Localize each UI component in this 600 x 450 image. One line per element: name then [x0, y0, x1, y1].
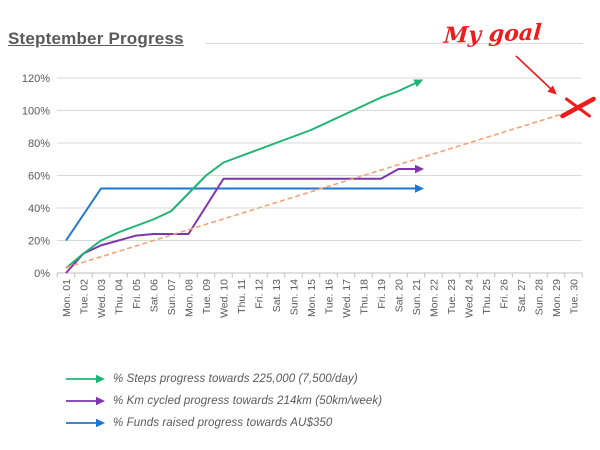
goal-pace-dashed-line: [65, 109, 574, 269]
x-axis-label: Fri. 05: [131, 279, 143, 309]
series-line: [65, 168, 416, 274]
x-axis-label: Sat. 20: [394, 279, 406, 312]
x-axis-label: Fri. 26: [499, 279, 511, 309]
x-axis-label: Mon. 08: [184, 279, 196, 317]
chart-legend: % Steps progress towards 225,000 (7,500/…: [64, 368, 382, 434]
x-axis-label: Wed. 03: [96, 279, 108, 318]
legend-arrow-marker: [66, 374, 105, 384]
x-axis-label: Thu. 18: [359, 279, 371, 315]
legend-item: % Funds raised progress towards AU$350: [64, 412, 382, 434]
y-axis-label: 40%: [28, 203, 50, 215]
x-axis-label: Thu. 25: [481, 279, 493, 315]
x-axis-label: Fri. 19: [376, 279, 388, 309]
x-axis-label: Sun. 21: [411, 279, 423, 315]
legend-label: % Steps progress towards 225,000 (7,500/…: [113, 373, 358, 385]
x-axis-label: Mon. 22: [429, 279, 441, 317]
legend-arrowhead: [96, 418, 105, 428]
series-arrowhead: [415, 164, 424, 174]
legend-label: % Funds raised progress towards AU$350: [113, 417, 333, 429]
goal-arrowhead: [547, 85, 557, 95]
legend-label: % Km cycled progress towards 214km (50km…: [113, 395, 383, 407]
series-arrowhead: [413, 79, 424, 88]
series-line: [65, 81, 417, 269]
series-line: [65, 187, 416, 242]
goal-x-marker-stroke: [565, 97, 591, 118]
x-axis-label: Tue. 30: [569, 279, 581, 314]
legend-arrowhead: [96, 396, 105, 406]
x-axis-label: Tue. 23: [446, 279, 458, 314]
goal-annotation-text: My goal: [442, 19, 543, 49]
x-axis-label: Wed. 24: [464, 279, 476, 318]
x-axis-label: Mon. 01: [61, 279, 73, 317]
title-rule: [206, 43, 583, 44]
x-axis-label: Thu. 11: [236, 279, 248, 314]
y-axis-label: 100%: [22, 106, 50, 118]
legend-arrow-marker: [66, 418, 105, 428]
x-axis-label: Thu. 04: [114, 279, 126, 315]
y-axis-label: 20%: [28, 236, 50, 248]
x-axis-label: Sat. 13: [271, 279, 283, 312]
legend-item: % Km cycled progress towards 214km (50km…: [64, 390, 382, 412]
x-axis-label: Sun. 07: [166, 279, 178, 315]
y-axis-label: 60%: [28, 171, 50, 183]
legend-arrow-marker: [66, 396, 105, 406]
y-axis-label: 0%: [34, 268, 50, 280]
goal-arrow-line: [515, 55, 552, 90]
x-axis-label: Wed. 17: [341, 279, 353, 318]
x-axis-label: Fri. 12: [254, 279, 266, 309]
x-axis-label: Sun. 14: [289, 279, 301, 315]
x-axis-label: Sun. 28: [534, 279, 546, 315]
legend-arrowhead: [96, 374, 105, 384]
x-axis-label: Tue. 16: [324, 279, 336, 314]
legend-item: % Steps progress towards 225,000 (7,500/…: [64, 368, 382, 390]
y-axis-label: 120%: [22, 73, 50, 85]
series-arrowhead: [415, 184, 424, 193]
x-axis-label: Mon. 29: [551, 279, 563, 317]
x-axis-label: Tue. 02: [79, 279, 91, 314]
chart-title: Steptember Progress: [8, 29, 184, 48]
x-axis-label: Tue. 09: [201, 279, 213, 314]
x-axis-label: Sat. 27: [516, 279, 528, 312]
y-axis-label: 80%: [28, 138, 50, 150]
x-axis-label: Sat. 06: [149, 279, 161, 312]
x-axis-label: Wed. 10: [219, 279, 231, 318]
x-axis-label: Mon. 15: [306, 279, 318, 317]
